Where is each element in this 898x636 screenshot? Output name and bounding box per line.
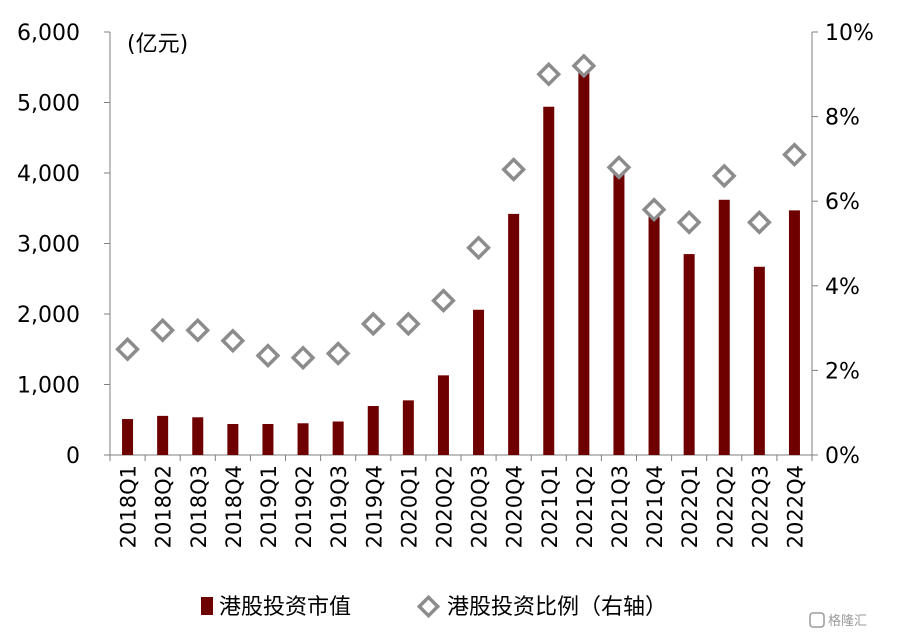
x-tick-label: 2021Q4 [643, 465, 667, 548]
marker-2019Q3 [325, 341, 351, 366]
y-left-tick-label: 6,000 [17, 21, 80, 46]
bar-2019Q3 [332, 421, 344, 455]
bar-2019Q1 [262, 423, 274, 455]
marker-2021Q1 [536, 61, 562, 87]
y-right-tick-label: 8% [825, 106, 860, 131]
marker-2021Q3 [606, 154, 632, 180]
marker-2021Q4 [641, 197, 667, 223]
y-right-tick-label: 10% [825, 21, 874, 46]
marker-2020Q3 [466, 235, 491, 261]
x-tick-label: 2021Q2 [573, 465, 597, 548]
marker-2020Q2 [431, 288, 456, 313]
x-tick-label: 2022Q4 [783, 465, 807, 548]
legend-bar-label: 港股投资市值 [219, 595, 351, 620]
y-left-tick-label: 2,000 [17, 303, 80, 328]
x-tick-label: 2021Q1 [538, 465, 562, 548]
bar-series [122, 71, 800, 455]
bar-2022Q4 [788, 210, 800, 455]
x-tick-label: 2020Q1 [397, 465, 421, 548]
bar-2022Q3 [753, 266, 765, 455]
bar-2018Q4 [227, 423, 239, 455]
bar-2021Q2 [578, 71, 590, 455]
bar-2022Q2 [718, 199, 730, 455]
legend-diamond-swatch [416, 594, 441, 619]
marker-2018Q4 [220, 328, 246, 354]
bar-2018Q2 [157, 415, 169, 455]
bar-2018Q3 [192, 417, 204, 455]
marker-2019Q2 [290, 345, 316, 371]
x-tick-label: 2018Q4 [222, 465, 246, 548]
x-tick-label: 2019Q2 [292, 465, 316, 548]
tick-labels: 0 1,000 2,000 3,000 4,000 5,000 6,000 0% 2% 4% 6% 8… [17, 21, 874, 548]
x-tick-label: 2019Q1 [257, 465, 281, 548]
watermark-text: 格隆汇 [828, 613, 867, 629]
marker-2022Q3 [746, 209, 772, 235]
legend-bar-swatch [201, 597, 213, 615]
x-tick-label: 2022Q3 [748, 465, 772, 548]
y-left-tick-label: 4,000 [17, 162, 80, 187]
y-left-tick-label: 0 [66, 444, 80, 469]
marker-2018Q3 [185, 317, 211, 343]
x-tick-label: 2019Q3 [327, 465, 351, 548]
bar-2018Q1 [122, 419, 134, 455]
x-tick-label: 2020Q4 [503, 465, 527, 548]
x-tick-label: 2019Q4 [362, 465, 386, 548]
watermark: 格隆汇 [809, 612, 867, 629]
bar-2020Q3 [473, 309, 485, 455]
marker-2019Q4 [360, 311, 386, 337]
x-tick-label: 2020Q3 [468, 465, 492, 548]
bar-2022Q1 [683, 254, 695, 455]
bar-2020Q4 [508, 213, 520, 455]
legend-diamond-label: 港股投资比例（右轴） [447, 595, 667, 620]
marker-2020Q1 [395, 311, 421, 337]
bar-2021Q4 [648, 211, 660, 455]
marker-2022Q2 [711, 163, 737, 189]
marker-2022Q4 [782, 142, 807, 168]
y-right-tick-label: 4% [825, 275, 860, 300]
y-left-tick-label: 5,000 [17, 92, 80, 117]
x-tick-label: 2020Q2 [432, 465, 456, 548]
y-left-tick-label: 1,000 [17, 374, 80, 399]
unit-label: (亿元) [127, 32, 188, 57]
x-tick-label: 2018Q3 [187, 465, 211, 548]
marker-2022Q1 [676, 209, 702, 235]
bar-2020Q2 [437, 375, 449, 455]
axes [104, 31, 818, 461]
x-tick-label: 2021Q3 [608, 465, 632, 548]
marker-2019Q1 [255, 343, 281, 368]
y-right-tick-label: 0% [825, 444, 860, 469]
bar-2020Q1 [402, 400, 414, 455]
bar-2019Q4 [367, 406, 379, 455]
x-tick-label: 2018Q1 [117, 465, 141, 548]
marker-2018Q2 [150, 317, 176, 343]
y-right-tick-label: 6% [825, 190, 860, 215]
bar-2021Q3 [613, 171, 625, 455]
x-tick-label: 2022Q2 [713, 465, 737, 548]
legend: 港股投资市值 港股投资比例（右轴） [201, 594, 667, 620]
x-tick-label: 2022Q1 [678, 465, 702, 548]
bar-2021Q1 [543, 106, 555, 455]
y-left-tick-label: 3,000 [17, 233, 80, 258]
marker-2018Q1 [115, 336, 140, 362]
marker-2020Q4 [501, 157, 527, 182]
marker-series [115, 53, 807, 371]
bar-2019Q2 [297, 423, 309, 455]
watermark-logo-icon [809, 612, 825, 628]
x-tick-label: 2018Q2 [152, 465, 176, 548]
marker-2021Q2 [571, 53, 597, 79]
y-right-tick-label: 2% [825, 359, 860, 384]
